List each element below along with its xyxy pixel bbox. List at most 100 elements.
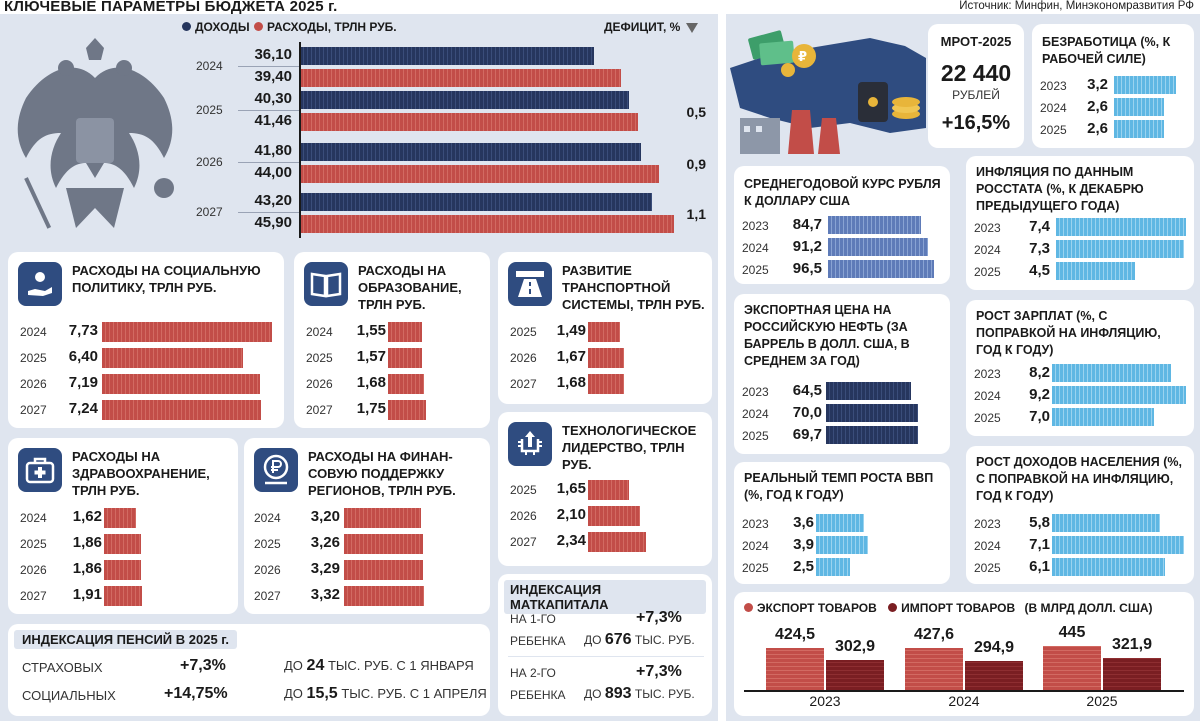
wages-bar (1052, 364, 1172, 382)
pension-row-1-pre: ДО (284, 658, 303, 673)
trade-export-dot (744, 603, 753, 612)
income-value: 6,1 (1029, 558, 1050, 575)
trade-export-bar (905, 647, 963, 690)
inflation-bar (1056, 262, 1136, 280)
transport-year-label: 2027 (510, 377, 537, 391)
budget-revenue-value: 41,80 (254, 142, 292, 159)
matcap-row-1-detail: ДО 676 ТЫС. РУБ. (584, 631, 695, 649)
matcap-row-2-tail: ТЫС. РУБ. (634, 687, 695, 701)
budget-deficit-value: 1,1 (686, 206, 706, 222)
budget-year-divider (238, 110, 300, 111)
budget-year-divider (238, 212, 300, 213)
wages-year-label: 2023 (974, 367, 1001, 381)
oil-year-label: 2023 (742, 385, 769, 399)
trade-year-label: 2024 (948, 693, 980, 709)
tech-year-label: 2027 (510, 535, 537, 549)
matcap-divider (508, 656, 704, 657)
rate-value: 91,2 (792, 238, 822, 255)
pension-row-1-amount: 24 (306, 657, 325, 674)
matcap-row-1-line1: НА 1-ГО (510, 612, 556, 626)
oil-value: 64,5 (792, 382, 822, 399)
matcap-row-2-pct: +7,3% (636, 663, 682, 680)
pensions-title: ИНДЕКСАЦИЯ ПЕНСИЙ В 2025 г. (14, 630, 238, 649)
social-year-label: 2024 (20, 325, 47, 339)
pension-row-2-detail: ДО 15,5 ТЫС. РУБ. С 1 АПРЕЛЯ (284, 685, 487, 703)
oil-year-label: 2025 (742, 429, 769, 443)
social-bar (102, 322, 272, 342)
social-bar (102, 348, 243, 368)
oil-bar (826, 426, 918, 444)
social-value: 7,19 (68, 374, 98, 391)
trade-export-value: 427,6 (913, 625, 955, 643)
social-value: 6,40 (68, 348, 98, 365)
education-bar (388, 400, 426, 420)
inflation-bar (1056, 240, 1185, 258)
source-note: Источник: Минфин, Минэкономразвития РФ (959, 0, 1194, 12)
income-value: 5,8 (1029, 514, 1050, 531)
unemployment-title: БЕЗРАБОТИЦА (%, К РАБОЧЕЙ СИЛЕ) (1042, 35, 1171, 66)
health-value: 1,62 (72, 508, 102, 525)
budget-deficit-value: 0,5 (686, 104, 706, 120)
income-bar (1052, 514, 1160, 532)
hand-person-icon (18, 262, 62, 306)
health-bar (104, 586, 142, 606)
matcap-title: ИНДЕКСАЦИЯ МАТКАПИТАЛА (504, 580, 706, 614)
pension-row-1-pct: +7,3% (180, 657, 226, 674)
gdp-bar (816, 514, 865, 532)
mrot-unit: РУБЛЕЙ (952, 88, 1000, 102)
inflation-year-label: 2023 (974, 221, 1001, 235)
unemployment-year-label: 2025 (1040, 123, 1067, 137)
road-icon (508, 262, 552, 306)
tech-year-label: 2025 (510, 483, 537, 497)
transport-bar (588, 348, 624, 368)
legend-revenue: ДОХОДЫ (182, 20, 250, 34)
trade-import-value: 302,9 (834, 638, 876, 656)
regions-bar (344, 508, 422, 528)
unemployment-value: 2,6 (1087, 98, 1108, 115)
trade-export-value: 445 (1058, 624, 1086, 641)
budget-expense-bar (300, 113, 638, 131)
matcap-row-1-pct: +7,3% (636, 609, 682, 626)
trade-baseline (744, 690, 1184, 692)
regions-value: 3,29 (310, 560, 340, 577)
health-year-label: 2027 (20, 589, 47, 603)
mrot-title: МРОТ-2025 (940, 34, 1012, 49)
rate-value: 84,7 (792, 216, 822, 233)
gdp-value: 3,6 (793, 514, 814, 531)
legend-revenue-dot (182, 22, 191, 31)
social-bar (102, 400, 262, 420)
regions-value: 3,32 (310, 586, 340, 603)
transport-title: РАЗВИТИЕ ТРАНСПОРТНОЙ СИСТЕМЫ, ТРЛН РУБ. (562, 262, 708, 313)
inflation-bar (1056, 218, 1186, 236)
pension-row-1-tail: ТЫС. РУБ. С 1 ЯНВАРЯ (327, 658, 474, 673)
unemployment-value: 3,2 (1087, 76, 1108, 93)
health-title: РАСХОДЫ НА ЗДРАВООХРАНЕНИЕ, ТРЛН РУБ. (72, 448, 234, 499)
oil-value: 70,0 (792, 404, 822, 421)
legend-expense-label: РАСХОДЫ, ТРЛН РУБ. (267, 20, 397, 34)
unemployment-bar (1114, 98, 1165, 116)
tech-value: 2,34 (556, 532, 586, 549)
trade-export-value: 424,5 (774, 626, 816, 644)
inflation-year-label: 2025 (974, 265, 1001, 279)
legend-expense: РАСХОДЫ, ТРЛН РУБ. (254, 20, 397, 34)
wages-value: 7,0 (1029, 408, 1050, 425)
inflation-value: 4,5 (1029, 262, 1050, 279)
health-bar (104, 508, 137, 528)
budget-revenue-bar (300, 91, 629, 109)
education-value: 1,57 (356, 348, 386, 365)
regions-bar (344, 560, 424, 580)
legend-deficit-label: ДЕФИЦИТ, % (604, 20, 681, 34)
transport-year-label: 2025 (510, 325, 537, 339)
trade-year-label: 2023 (809, 693, 841, 709)
income-year-label: 2024 (974, 539, 1001, 553)
education-value: 1,75 (356, 400, 386, 417)
regions-bar (344, 586, 424, 606)
gdp-year-label: 2025 (742, 561, 769, 575)
gdp-bar (816, 558, 850, 576)
tech-bar (588, 480, 629, 500)
regions-title-text: РАСХОДЫ НА ФИНАН-СОВУЮ ПОДДЕРЖКУ РЕГИОНО… (308, 449, 456, 498)
pension-row-1-detail: ДО 24 ТЫС. РУБ. С 1 ЯНВАРЯ (284, 657, 474, 675)
budget-deficit-value: 0,9 (686, 156, 706, 172)
regions-bar (344, 534, 423, 554)
inflation-title: ИНФЛЯЦИЯ ПО ДАННЫМ РОССТАТА (%, К ДЕКАБР… (976, 165, 1144, 213)
